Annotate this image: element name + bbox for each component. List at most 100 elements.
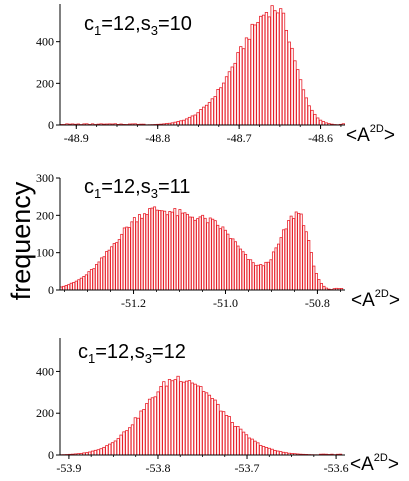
histogram-bar (250, 23, 254, 126)
histogram-bar (87, 271, 91, 291)
histogram-bar (150, 207, 154, 291)
histogram-bar (82, 275, 86, 291)
histogram-bar (259, 444, 263, 456)
histogram-bar (266, 261, 270, 291)
histogram-bar (230, 422, 234, 456)
histogram-bar (90, 450, 95, 456)
histogram-bar (312, 265, 316, 291)
histogram-bar (216, 89, 220, 126)
histogram-bar (179, 120, 183, 126)
histogram-bar (182, 119, 186, 126)
histogram-bar (318, 119, 323, 126)
histogram-bar (182, 381, 186, 456)
y-tick-label: 200 (36, 208, 54, 222)
x-tick-label: -53.6 (324, 461, 349, 475)
y-tick-label: 300 (36, 171, 54, 185)
histogram-bar (222, 411, 226, 456)
histogram-bar (153, 396, 157, 456)
histogram-bar (273, 449, 277, 456)
histogram-bar (175, 215, 179, 291)
histogram-bar (216, 224, 220, 291)
histogram-bar (204, 392, 209, 456)
histogram-bar (218, 228, 222, 291)
histogram-bar (143, 213, 146, 291)
histogram-bar (145, 403, 149, 456)
histogram-bar (119, 434, 123, 456)
histogram-bar (105, 445, 109, 456)
histogram-bar (93, 449, 98, 456)
histogram-bar (239, 46, 243, 126)
histogram-bar (84, 274, 88, 291)
histogram-bar (102, 446, 106, 456)
histogram-bar (173, 208, 177, 291)
histogram-bar (67, 284, 71, 291)
x-tick-label: -53.7 (235, 461, 260, 475)
histogram-bar (92, 268, 96, 291)
histogram-bar (193, 383, 197, 456)
y-tick-label: 0 (48, 118, 54, 132)
histogram-bar (190, 115, 194, 126)
histogram-bar (122, 431, 126, 456)
histogram-bar (140, 217, 144, 291)
histogram-bar (107, 249, 111, 291)
histogram-bar (239, 428, 243, 456)
histogram-bar (173, 379, 177, 456)
x-axis-label: <A2D> (350, 452, 399, 475)
histogram-bar (241, 48, 246, 126)
y-tick-label: 400 (36, 35, 54, 49)
histogram-bar (96, 449, 100, 456)
histogram-bar (273, 10, 277, 126)
histogram-bar (222, 82, 226, 126)
histogram-bar (113, 440, 118, 456)
histogram-bar (213, 220, 217, 291)
histogram-bar (231, 238, 235, 291)
histogram-bar (165, 385, 169, 456)
histogram-bar (153, 206, 157, 291)
histogram-bar (180, 212, 184, 291)
histogram-bar (162, 381, 166, 456)
histogram-bar (302, 225, 306, 291)
histogram-bar (167, 379, 172, 456)
y-tick-label: 100 (36, 246, 54, 260)
histogram-bar (188, 216, 192, 291)
histogram-bar (186, 213, 189, 291)
histogram-bar (256, 264, 260, 291)
panel-c1-12-s3-12: c1=12,s3=12 <A2D> -53.9 -53.8 -53.7 -53.6 0 2… (36, 338, 399, 475)
y-tick-label: 200 (36, 406, 54, 420)
histogram-bar (253, 24, 257, 126)
histogram-bar (259, 264, 263, 291)
histogram-bar (79, 277, 83, 291)
histogram-bar (102, 256, 106, 291)
histogram-bar (155, 209, 159, 291)
histogram-bar (202, 106, 206, 126)
histogram-bar (250, 438, 254, 456)
histogram-bar (203, 217, 207, 291)
histogram-bar (297, 212, 301, 291)
histogram-bar (317, 279, 321, 291)
histogram-bar (267, 447, 271, 456)
histogram-bar (196, 112, 200, 126)
histogram-bar (227, 71, 231, 126)
histogram-bar (316, 117, 320, 126)
histogram-bar (224, 415, 229, 456)
histogram-bar (158, 210, 162, 291)
histogram-bar (176, 121, 180, 126)
histogram-bar (307, 239, 311, 291)
histogram-bar (147, 398, 152, 456)
histogram-bar (150, 397, 155, 456)
histogram-bar (269, 259, 273, 291)
panel-label: c1=12,s3=12 (78, 341, 186, 366)
histogram-bar (145, 214, 149, 291)
histogram-bar (127, 427, 132, 456)
histogram-bar (211, 218, 215, 291)
histogram-bar (296, 69, 300, 126)
histogram-bar (210, 98, 214, 126)
histogram-bar (207, 394, 212, 456)
histogram-bar (233, 426, 237, 456)
histogram-bar (279, 237, 283, 291)
histogram-bar (219, 410, 223, 456)
histogram-bar (233, 62, 237, 126)
histogram-bar (309, 252, 313, 291)
histogram-bar (206, 222, 210, 291)
x-tick-label: -48.9 (64, 131, 89, 145)
